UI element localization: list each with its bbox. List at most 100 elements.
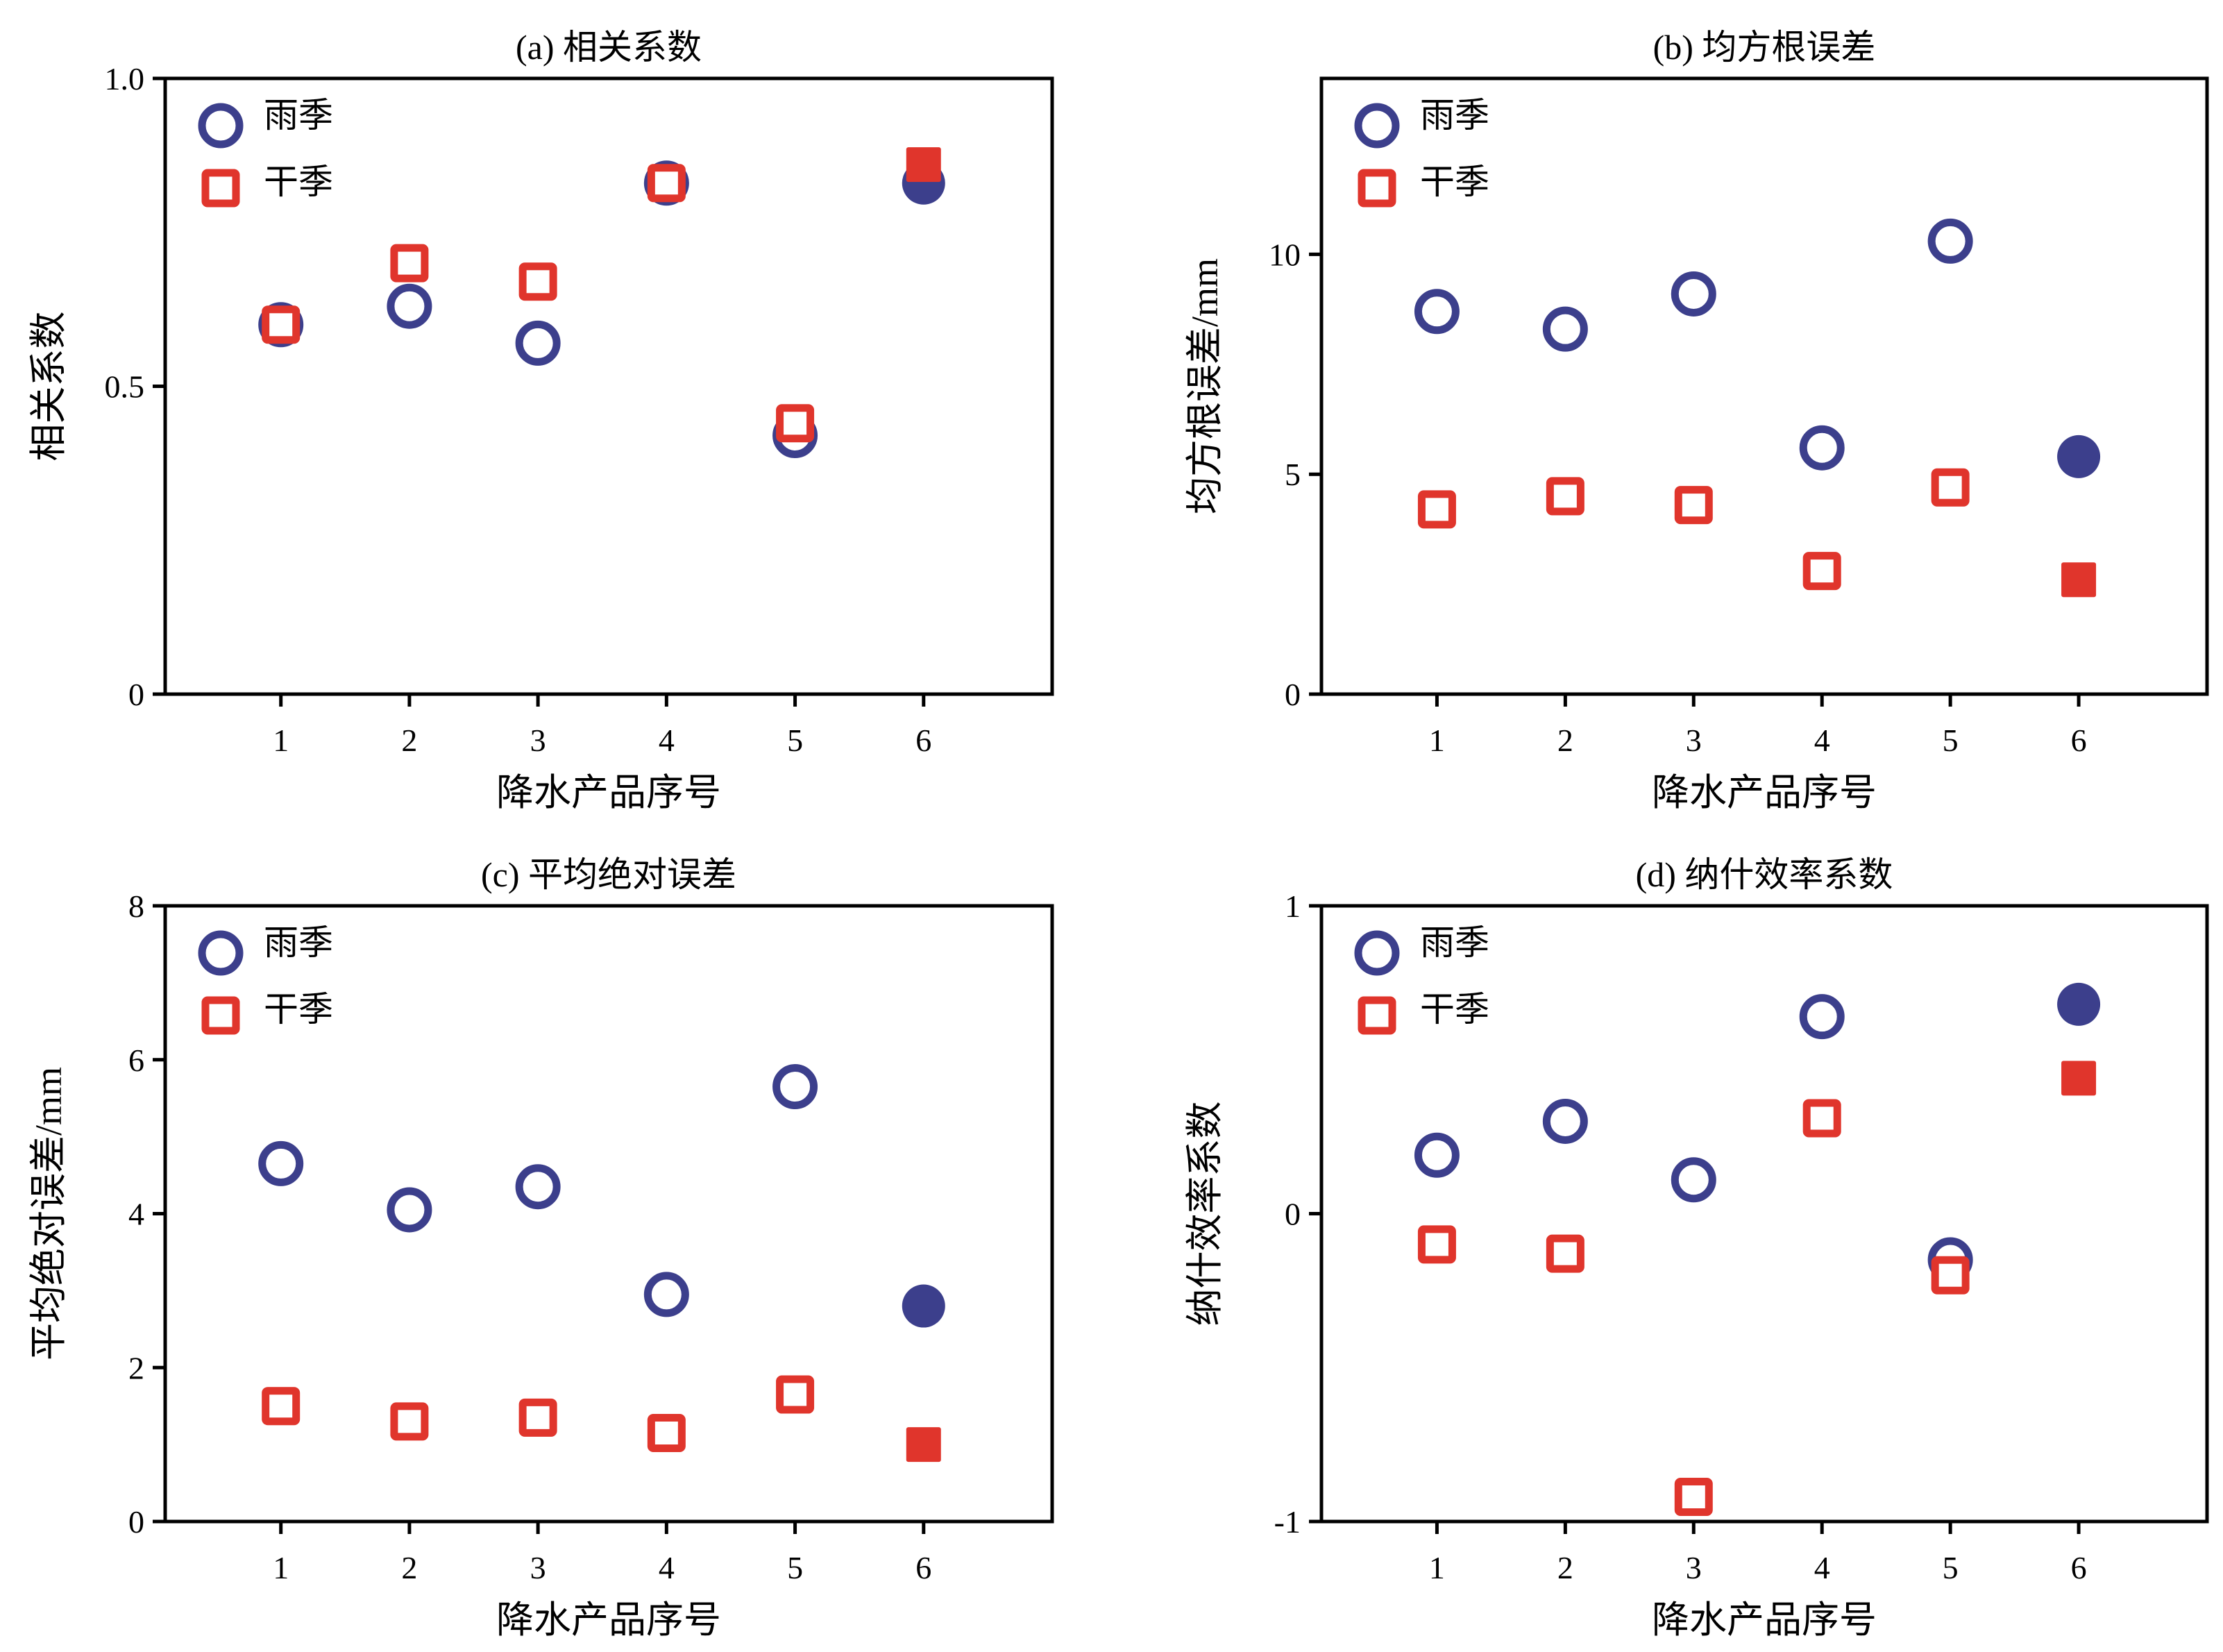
dry-point-c-1: [262, 1387, 301, 1426]
y-tick-label-d-2: 1: [1285, 888, 1301, 924]
rainy-point-b-5: [1927, 218, 1973, 264]
rainy-point-b-6: [2057, 435, 2101, 478]
x-tick-label-a-4: 4: [659, 723, 675, 758]
x-tick-label-d-6: 6: [2071, 1550, 2087, 1585]
dry-point-d-4: [1802, 1099, 1841, 1138]
legend-dry-marker-b: [1358, 169, 1396, 208]
x-axis-title-c: 降水产品序号: [496, 1599, 721, 1641]
y-axis-title-a: 相关系数: [28, 312, 69, 462]
dry-point-c-5: [776, 1375, 815, 1414]
rainy-point-b-2: [1542, 306, 1588, 352]
rainy-point-c-5: [772, 1064, 818, 1110]
dry-point-a-5: [776, 404, 815, 443]
dry-point-a-4: [647, 164, 686, 203]
rainy-point-b-4: [1799, 425, 1845, 471]
legend-rainy-label-c: 雨季: [264, 923, 333, 962]
rainy-point-c-4: [643, 1272, 689, 1317]
y-tick-label-d-0: -1: [1274, 1504, 1301, 1540]
x-tick-label-b-3: 3: [1686, 723, 1702, 758]
y-tick-label-c-0: 0: [128, 1504, 144, 1540]
x-tick-label-d-1: 1: [1429, 1550, 1445, 1585]
dry-point-b-1: [1417, 490, 1456, 529]
panel-title-c: (c) 平均绝对误差: [481, 855, 736, 894]
x-tick-label-d-5: 5: [1943, 1550, 1959, 1585]
x-axis-title-d: 降水产品序号: [1652, 1599, 1877, 1641]
x-tick-label-b-5: 5: [1943, 723, 1959, 758]
rainy-point-c-3: [515, 1164, 561, 1210]
x-axis-title-b: 降水产品序号: [1652, 772, 1877, 814]
rainy-point-d-3: [1671, 1157, 1716, 1203]
legend-rainy-label-a: 雨季: [264, 96, 333, 135]
dry-point-b-5: [1931, 468, 1970, 507]
y-tick-label-c-1: 2: [128, 1350, 144, 1385]
x-tick-label-c-2: 2: [401, 1550, 417, 1585]
panel-title-a: (a) 相关系数: [516, 28, 702, 67]
dry-point-a-3: [518, 262, 557, 301]
x-tick-label-a-1: 1: [273, 723, 289, 758]
dry-point-c-2: [390, 1402, 429, 1441]
panel-title-d: (d) 纳什效率系数: [1636, 855, 1893, 894]
y-tick-label-b-1: 5: [1285, 457, 1301, 492]
x-tick-label-c-4: 4: [659, 1550, 675, 1585]
legend-rainy-marker-a: [198, 103, 244, 149]
x-tick-label-a-3: 3: [530, 723, 546, 758]
dry-point-b-3: [1674, 486, 1713, 525]
legend-dry-label-b: 干季: [1420, 162, 1489, 201]
rainy-point-b-1: [1414, 289, 1460, 335]
rainy-point-b-3: [1671, 271, 1716, 317]
rainy-point-d-1: [1414, 1132, 1460, 1178]
x-tick-label-d-4: 4: [1814, 1550, 1830, 1585]
dry-point-d-5: [1931, 1256, 1970, 1295]
legend-dry-label-c: 干季: [264, 990, 333, 1029]
legend-rainy-marker-d: [1354, 930, 1400, 976]
x-tick-label-c-1: 1: [273, 1550, 289, 1585]
y-tick-label-a-0: 0: [128, 677, 144, 712]
dry-point-d-3: [1674, 1478, 1713, 1517]
y-axis-title-c: 平均绝对误差/mm: [28, 1067, 69, 1360]
x-tick-label-a-2: 2: [401, 723, 417, 758]
dry-point-d-6: [2061, 1061, 2097, 1096]
x-tick-label-a-6: 6: [915, 723, 931, 758]
x-tick-label-c-6: 6: [915, 1550, 931, 1585]
dry-point-b-2: [1546, 477, 1584, 516]
rainy-point-c-1: [258, 1140, 304, 1186]
y-tick-label-c-2: 4: [128, 1197, 144, 1232]
plot-frame-b: [1319, 76, 2209, 696]
x-axis-title-a: 降水产品序号: [496, 772, 721, 814]
legend-rainy-label-b: 雨季: [1420, 96, 1489, 135]
x-tick-label-b-1: 1: [1429, 723, 1445, 758]
x-tick-label-d-3: 3: [1686, 1550, 1702, 1585]
legend-dry-marker-c: [201, 996, 240, 1035]
dry-point-c-3: [518, 1398, 557, 1437]
dry-point-a-1: [262, 305, 301, 344]
dry-point-b-6: [2061, 562, 2097, 598]
y-axis-title-d: 纳什效率系数: [1184, 1102, 1226, 1326]
x-tick-label-b-6: 6: [2071, 723, 2087, 758]
y-tick-label-b-0: 0: [1285, 677, 1301, 712]
dry-point-c-6: [906, 1427, 941, 1463]
x-tick-label-c-5: 5: [787, 1550, 803, 1585]
y-tick-label-d-1: 0: [1285, 1197, 1301, 1232]
x-tick-label-d-2: 2: [1557, 1550, 1573, 1585]
y-axis-title-b: 均方根误差/mm: [1184, 258, 1226, 514]
x-tick-label-c-3: 3: [530, 1550, 546, 1585]
legend-rainy-marker-c: [198, 930, 244, 976]
legend-dry-marker-a: [201, 169, 240, 208]
x-tick-label-a-5: 5: [787, 723, 803, 758]
dry-point-a-6: [906, 147, 941, 183]
legend-rainy-marker-b: [1354, 103, 1400, 149]
legend-rainy-label-d: 雨季: [1420, 923, 1489, 962]
rainy-point-d-2: [1542, 1098, 1588, 1144]
dry-point-d-1: [1417, 1225, 1456, 1264]
legend-dry-label-a: 干季: [264, 162, 333, 201]
rainy-point-c-6: [902, 1284, 945, 1328]
rainy-point-d-4: [1799, 994, 1845, 1040]
x-tick-label-b-4: 4: [1814, 723, 1830, 758]
